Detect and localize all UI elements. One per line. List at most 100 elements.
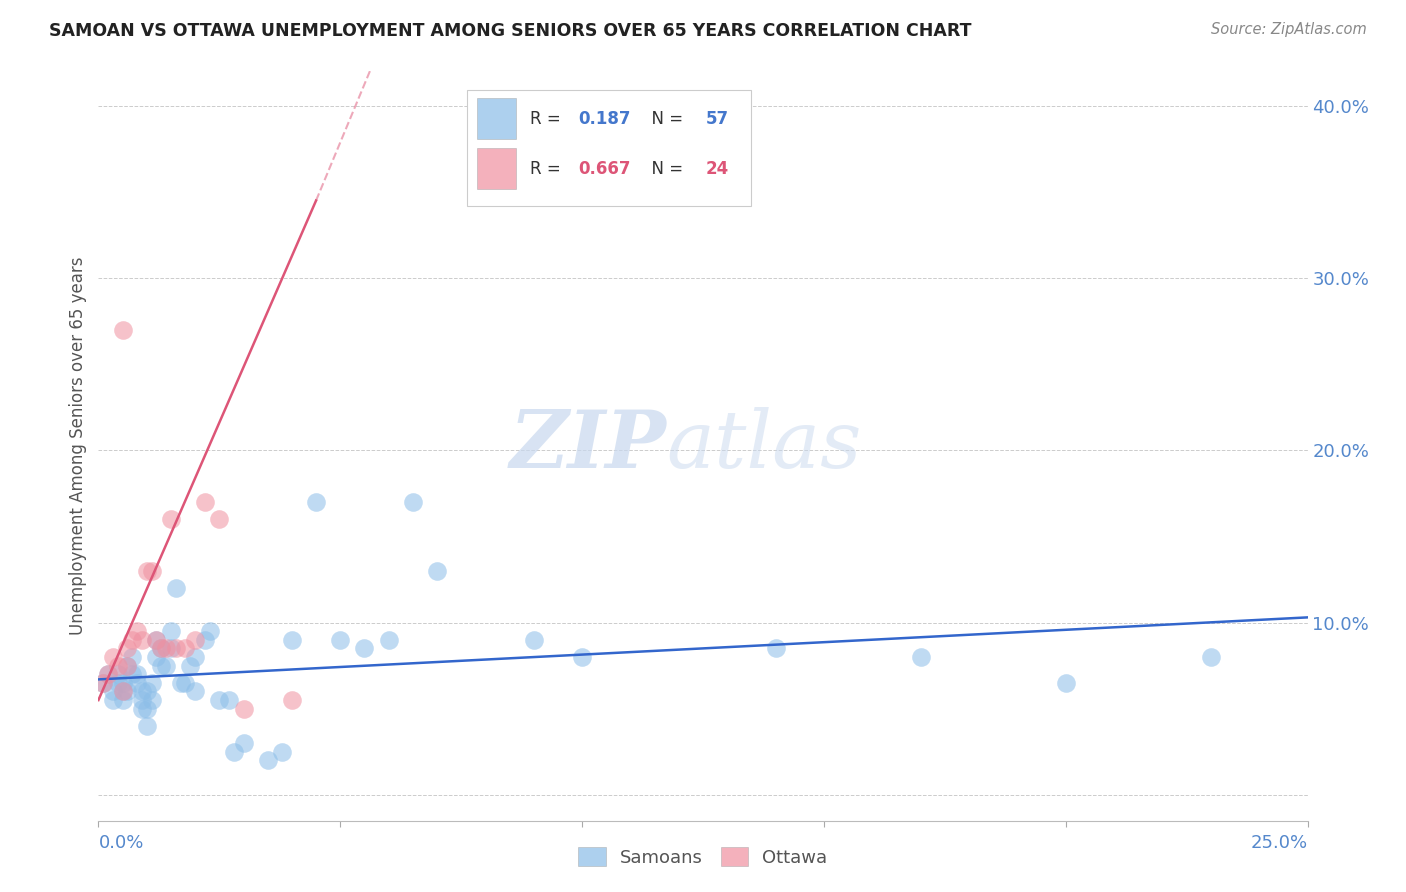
Point [155,658,177,673]
Point [1054,676,1077,690]
Point [169,676,191,690]
Point [150,641,173,656]
Point [121,667,143,681]
Text: 24: 24 [706,160,728,178]
Point [111,323,134,337]
Point [402,495,425,509]
Point [121,632,143,647]
Point [131,693,153,707]
Point [329,632,352,647]
Point [281,693,304,707]
Text: R =: R = [530,110,567,128]
Point [127,667,149,681]
Point [218,693,240,707]
Point [523,632,546,647]
Text: 57: 57 [706,110,728,128]
Point [184,632,207,647]
Point [174,641,197,656]
Point [271,745,294,759]
Text: SAMOAN VS OTTAWA UNEMPLOYMENT AMONG SENIORS OVER 65 YEARS CORRELATION CHART: SAMOAN VS OTTAWA UNEMPLOYMENT AMONG SENI… [49,22,972,40]
Point [135,719,157,733]
Point [160,641,183,656]
Point [111,676,134,690]
Text: atlas: atlas [666,408,862,484]
Point [131,632,153,647]
Point [131,684,153,698]
Point [107,667,129,681]
Point [571,650,593,665]
Point [910,650,932,665]
Point [101,693,124,707]
Point [208,693,231,707]
Point [131,701,153,715]
Point [184,650,207,665]
Point [101,650,124,665]
Point [107,676,129,690]
Point [135,701,157,715]
Point [353,641,375,656]
Text: N =: N = [641,160,689,178]
Point [111,684,134,698]
Point [194,632,217,647]
FancyBboxPatch shape [477,98,516,139]
Point [377,632,399,647]
Text: 0.187: 0.187 [578,110,631,128]
Point [256,753,278,767]
Point [135,564,157,578]
Point [97,667,120,681]
Point [198,624,221,639]
Point [174,676,197,690]
Point [281,632,304,647]
Point [135,684,157,698]
Text: ZIP: ZIP [510,408,666,484]
Point [107,658,129,673]
Point [305,495,328,509]
Point [1199,650,1222,665]
Text: N =: N = [641,110,689,128]
Point [232,736,254,750]
Point [127,624,149,639]
Point [232,701,254,715]
Point [97,667,120,681]
Point [117,658,139,673]
Point [117,641,139,656]
Point [101,684,124,698]
Text: 0.667: 0.667 [578,160,631,178]
Text: 0.0%: 0.0% [98,834,143,853]
Point [165,581,187,595]
Text: R =: R = [530,160,567,178]
Point [117,684,139,698]
Point [208,512,231,526]
FancyBboxPatch shape [477,148,516,189]
Point [121,650,143,665]
Point [150,641,173,656]
Point [111,693,134,707]
Point [141,693,163,707]
Point [150,658,173,673]
Point [194,495,217,509]
Point [160,624,183,639]
Point [155,641,177,656]
Point [160,512,183,526]
Point [184,684,207,698]
Point [179,658,201,673]
Point [765,641,787,656]
Point [222,745,245,759]
Legend: Samoans, Ottawa: Samoans, Ottawa [571,840,835,874]
Point [117,658,139,673]
Point [165,641,187,656]
Point [145,650,167,665]
Point [426,564,449,578]
FancyBboxPatch shape [467,90,751,206]
Point [111,684,134,698]
Point [127,676,149,690]
Text: 25.0%: 25.0% [1250,834,1308,853]
Text: Source: ZipAtlas.com: Source: ZipAtlas.com [1211,22,1367,37]
Point [145,632,167,647]
Point [141,564,163,578]
Point [91,676,114,690]
Point [141,676,163,690]
Point [145,632,167,647]
Point [91,676,114,690]
Y-axis label: Unemployment Among Seniors over 65 years: Unemployment Among Seniors over 65 years [69,257,87,635]
